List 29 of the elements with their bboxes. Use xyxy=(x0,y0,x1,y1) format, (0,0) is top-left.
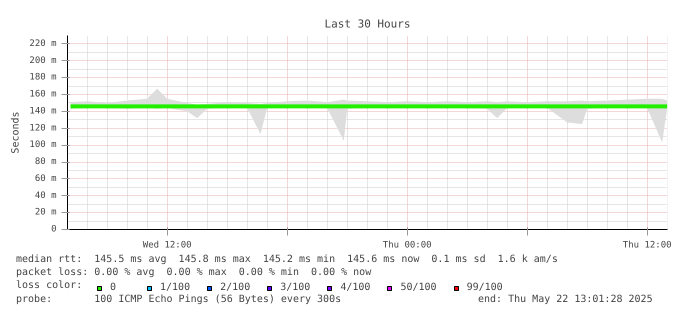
x-tick-label: Wed 12:00 xyxy=(142,240,192,250)
legend-title: loss color: xyxy=(16,279,82,292)
y-tick-label: 80 m xyxy=(34,157,57,168)
legend-label: 1/100 xyxy=(160,282,190,293)
legend-label: 2/100 xyxy=(220,282,250,293)
chart-title: Last 30 Hours xyxy=(324,18,411,30)
y-tick-label: 100 m xyxy=(29,140,56,150)
legend-label: 4/100 xyxy=(340,282,370,293)
y-tick-label: 40 m xyxy=(34,190,57,201)
y-tick-label: 160 m xyxy=(29,90,56,100)
x-tick-label: Thu 00:00 xyxy=(382,240,432,250)
y-tick-label: 140 m xyxy=(29,106,56,116)
text: probe: 100 ICMP Echo Pings (56 Bytes) every 300s xyxy=(16,293,342,306)
legend-label: 50/100 xyxy=(400,282,437,293)
legend-label: 0 xyxy=(110,282,118,293)
legend-label: 99/100 xyxy=(466,282,503,293)
y-tick-label: 120 m xyxy=(29,123,56,134)
y-tick-label: 60 m xyxy=(34,174,57,184)
text: packet loss: 0.00 % avg 0.00 % max 0.00 % min 0.00 % now xyxy=(16,266,372,279)
y-tick-label: 200 m xyxy=(29,56,56,66)
y-tick-label: 0 xyxy=(51,224,57,234)
text: end: Thu May 22 13:01:28 2025 xyxy=(478,293,653,306)
y-tick-label: 180 m xyxy=(29,72,56,83)
x-tick-label: Thu 12:00 xyxy=(622,240,672,250)
y-tick-label: 20 m xyxy=(34,208,57,218)
legend-label: 3/100 xyxy=(280,282,310,293)
y-tick-label: 220 m xyxy=(29,38,56,49)
text: median rtt: 145.5 ms avg 145.8 ms max 145.2 ms min 145.6 ms now 0.1 ms sd 1.6 k am/s xyxy=(16,253,558,266)
y-axis-title: Seconds xyxy=(10,111,22,154)
